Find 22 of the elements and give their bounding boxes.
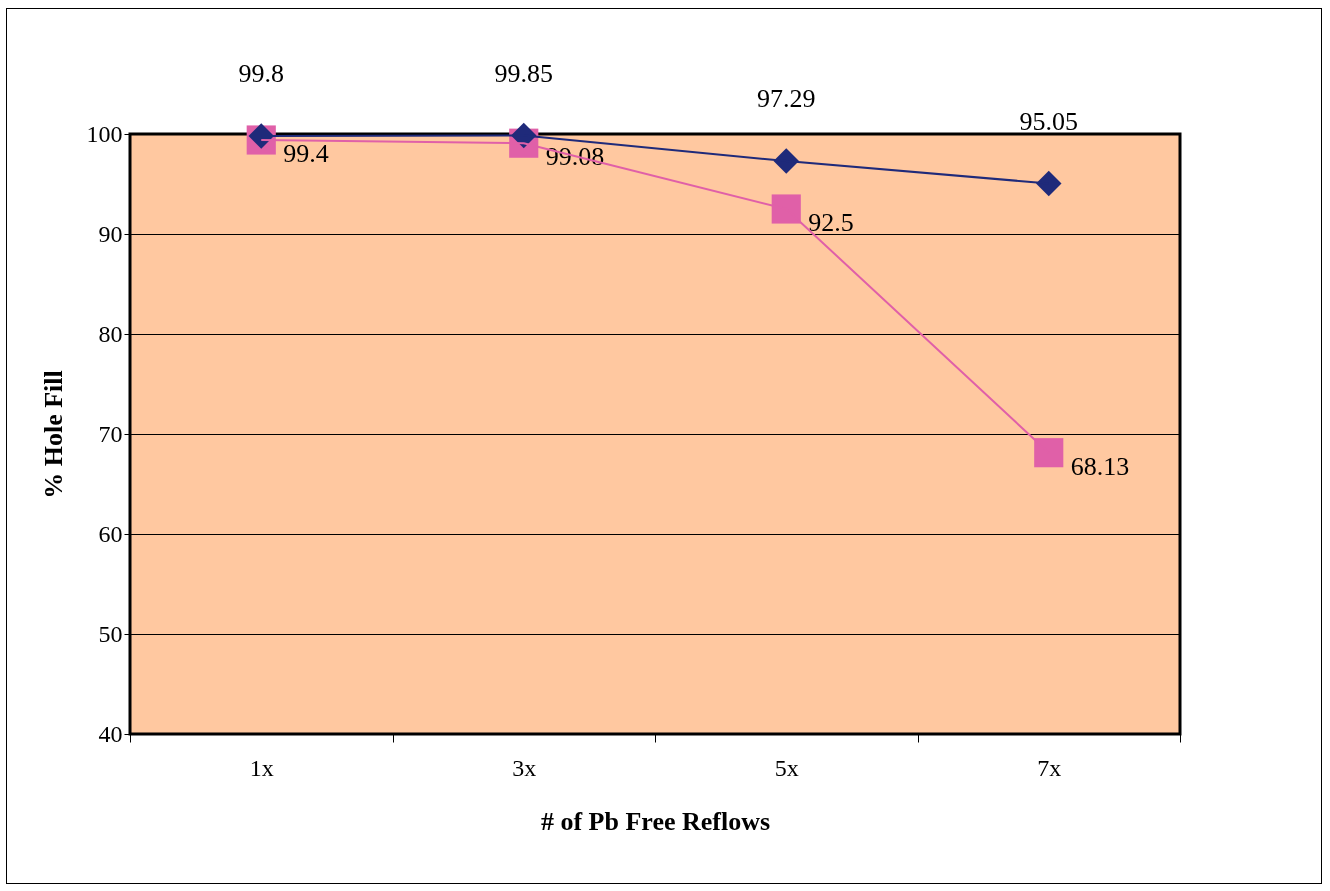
y-tick-label: 50: [98, 620, 123, 647]
x-axis-title: # of Pb Free Reflows: [540, 806, 771, 836]
point: [1034, 438, 1064, 468]
data-label: 97.29: [757, 84, 816, 114]
data-label: 95.05: [1019, 106, 1078, 136]
point: [771, 194, 801, 224]
data-label: 99.85: [494, 58, 553, 88]
x-tick-label: 7x: [1037, 754, 1062, 781]
x-tick-label: 5x: [774, 754, 799, 781]
data-label: 68.13: [1070, 451, 1130, 481]
data-label: 99.4: [283, 139, 329, 168]
y-tick-label: 100: [86, 120, 123, 147]
y-axis-title: % Hole Fill: [38, 370, 68, 499]
data-label: 99.8: [238, 59, 284, 88]
data-label: 92.5: [808, 208, 854, 237]
y-tick-label: 70: [98, 420, 123, 447]
x-tick-label: 3x: [512, 754, 537, 781]
y-tick-label: 80: [98, 320, 123, 347]
y-tick-label: 90: [98, 220, 123, 247]
y-tick-label: 40: [98, 720, 123, 747]
x-tick-label: 1x: [249, 754, 274, 781]
y-tick-label: 60: [98, 520, 123, 547]
